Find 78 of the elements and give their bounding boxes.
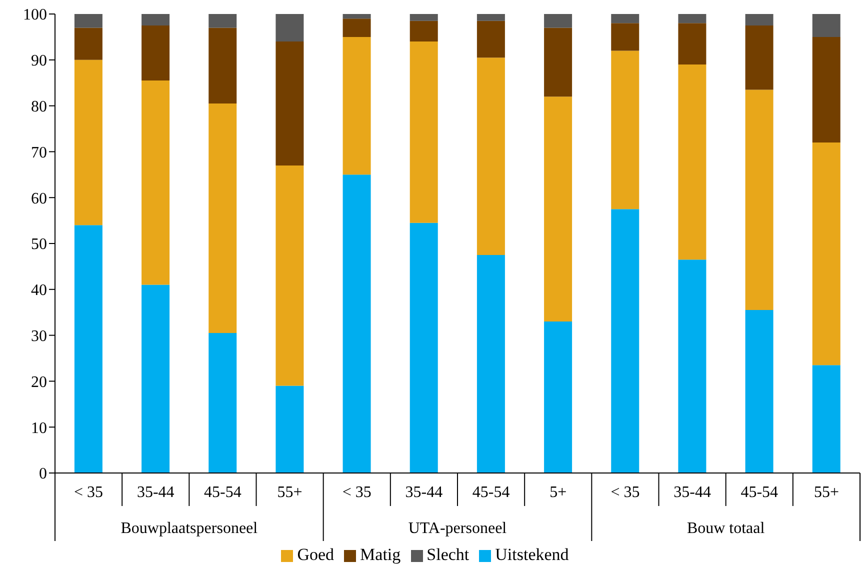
- bar: [208, 28, 237, 104]
- bar: [544, 322, 572, 473]
- bar: [544, 96, 572, 322]
- bar: [142, 80, 170, 285]
- bar: [342, 174, 371, 473]
- bar: [142, 284, 170, 473]
- text: Bouwplaatspersoneel: [120, 520, 258, 537]
- bar: [410, 20, 438, 42]
- bar: [208, 104, 237, 334]
- x-tick-label: 35-44: [136, 484, 174, 501]
- bar: [74, 14, 102, 28]
- x-tick-label: 55+: [277, 484, 302, 501]
- bar: [745, 25, 774, 90]
- bar: [208, 333, 237, 473]
- bar: [745, 14, 774, 26]
- y-tick-label: 20: [31, 374, 47, 391]
- bar: [611, 50, 640, 210]
- bar: [74, 60, 102, 226]
- y-tick-label: 80: [31, 98, 47, 116]
- legend-label: Slecht: [426, 545, 470, 564]
- bar: [611, 23, 640, 51]
- bar: [678, 23, 706, 64]
- bar: [476, 14, 505, 21]
- bar: [745, 310, 774, 473]
- bar: [812, 14, 840, 37]
- x-tick-label: < 35: [74, 484, 104, 501]
- y-tick-label: 10: [31, 420, 47, 437]
- bar: [812, 365, 840, 473]
- y-tick-label: 90: [31, 52, 47, 70]
- bar: [142, 25, 170, 81]
- x-tick-label: 45-54: [204, 484, 242, 501]
- text: UTA-personeel: [408, 520, 508, 537]
- x-tick-label: 45-54: [472, 484, 510, 501]
- bar: [342, 18, 371, 37]
- bar: [276, 165, 304, 386]
- y-tick-label: 60: [31, 190, 47, 208]
- x-tick-label: 35-44: [405, 484, 443, 501]
- x-tick-label: 45-54: [740, 484, 778, 501]
- bar: [142, 14, 170, 26]
- bar: [342, 36, 371, 175]
- bar: [74, 28, 102, 60]
- bar: [678, 64, 706, 260]
- x-tick-label: 5+: [550, 484, 567, 501]
- x-tick-label: 35-44: [674, 484, 711, 501]
- legend-label: Matig: [360, 545, 401, 564]
- bar: [410, 222, 438, 473]
- bar: [476, 58, 505, 255]
- bar: [745, 90, 774, 310]
- bar: [611, 209, 640, 473]
- bar: [410, 14, 438, 21]
- bar: [544, 14, 572, 28]
- bar: [476, 20, 505, 58]
- bar: [276, 42, 304, 166]
- bar: [678, 260, 706, 473]
- bar: [208, 14, 237, 28]
- y-tick-label: 70: [31, 144, 47, 162]
- y-tick-label: 0: [39, 466, 47, 483]
- bar: [611, 14, 640, 24]
- bar: [276, 386, 304, 473]
- y-tick-label: 100: [23, 6, 47, 24]
- bar: [276, 14, 304, 42]
- bar: [342, 14, 371, 19]
- legend-label: Uitstekend: [495, 545, 569, 564]
- bar: [476, 254, 505, 473]
- bar: [544, 28, 572, 97]
- text: Bouw totaal: [686, 520, 766, 537]
- bar: [678, 14, 706, 24]
- y-tick-label: 30: [31, 328, 47, 345]
- bar: [410, 42, 438, 223]
- bar: [812, 36, 840, 143]
- bar: [74, 225, 102, 473]
- x-tick-label: < 35: [610, 484, 640, 501]
- x-tick-label: 55+: [814, 484, 839, 501]
- bar: [812, 142, 840, 366]
- legend-label: Goed: [297, 545, 334, 564]
- y-tick-label: 40: [31, 282, 47, 300]
- x-tick-label: < 35: [342, 484, 372, 501]
- y-tick-label: 50: [31, 236, 47, 254]
